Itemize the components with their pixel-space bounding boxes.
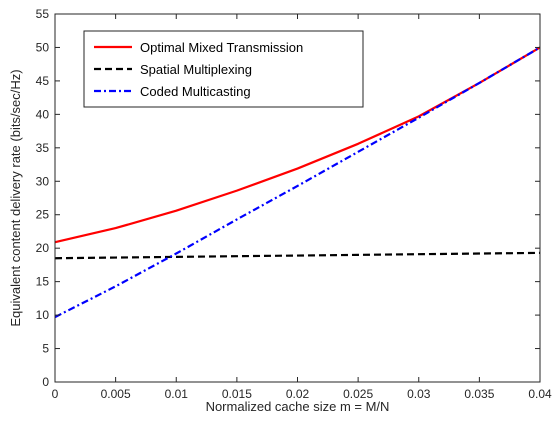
x-tick-label: 0.03	[407, 387, 431, 401]
x-tick-label: 0.015	[222, 387, 252, 401]
y-tick-label: 25	[36, 208, 50, 222]
legend: Optimal Mixed Transmission Spatial Multip…	[83, 30, 364, 108]
x-tick-label: 0.02	[286, 387, 310, 401]
y-tick-label: 20	[36, 241, 50, 255]
x-tick-label: 0.01	[165, 387, 189, 401]
y-tick-label: 40	[36, 107, 50, 121]
y-tick-label: 10	[36, 308, 50, 322]
y-tick-label: 0	[42, 375, 49, 389]
y-axis-label: Equivalent content delivery rate (bits/s…	[8, 69, 23, 326]
x-tick-label: 0.025	[343, 387, 373, 401]
x-axis-label: Normalized cache size m = M/N	[206, 399, 390, 414]
series-layer	[54, 46, 541, 319]
series-line-2	[54, 251, 541, 260]
y-tick-label: 50	[36, 40, 50, 54]
y-tick-label: 30	[36, 174, 50, 188]
series-line-3	[54, 46, 541, 319]
x-tick-label: 0.04	[528, 387, 552, 401]
y-tick-label: 55	[36, 7, 50, 21]
legend-label-2: Spatial Multiplexing	[140, 62, 252, 77]
y-tick-label: 45	[36, 74, 50, 88]
legend-label-3: Coded Multicasting	[140, 84, 251, 99]
y-tick-label: 35	[36, 141, 50, 155]
x-tick-label: 0.035	[464, 387, 494, 401]
x-axis: 0 0.005 0.01 0.015 0.02 0.025 0.03 0.035 0.04	[52, 14, 552, 401]
x-tick-label: 0.005	[101, 387, 131, 401]
y-axis: 0 5 10 15 20 25 30 35 40 45 50 55	[36, 7, 540, 389]
legend-label-1: Optimal Mixed Transmission	[140, 40, 303, 55]
y-tick-label: 15	[36, 275, 50, 289]
y-tick-label: 5	[42, 342, 49, 356]
x-tick-label: 0	[52, 387, 59, 401]
